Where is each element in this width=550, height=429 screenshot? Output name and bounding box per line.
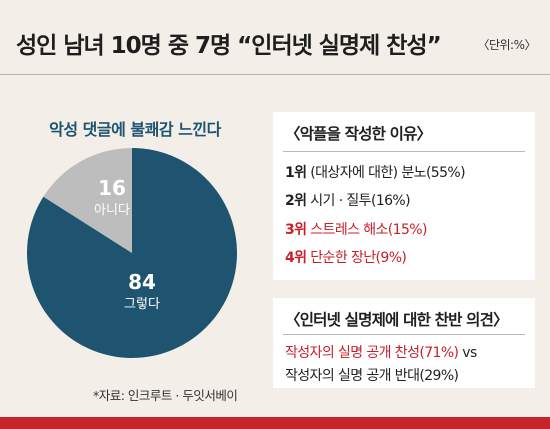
reason-item-3: 3위 스트레스 해소(15%) xyxy=(285,219,427,239)
reason-item-4: 4위 단순한 장난(9%) xyxy=(285,247,407,267)
bottom-accent-bar xyxy=(0,417,550,429)
opinion-panel: 〈인터넷 실명제에 대한 찬반 의견〉 작성자의 실명 공개 찬성(71%) v… xyxy=(273,298,535,388)
pie-value-label: 16 xyxy=(98,176,126,200)
pie-category-label: 아니다 xyxy=(94,203,130,218)
page-title: 성인 남녀 10명 중 7명 “인터넷 실명제 찬성” xyxy=(16,33,442,59)
opinion-agree: 작성자의 실명 공개 찬성(71%) xyxy=(285,345,459,361)
reasons-panel-title: 〈악플을 작성한 이유〉 xyxy=(285,125,432,143)
opinion-agree-row: 작성자의 실명 공개 찬성(71%) vs xyxy=(285,342,477,362)
title-divider xyxy=(0,74,550,75)
source-note: *자료: 인크루트 · 두잇서베이 xyxy=(93,388,238,403)
unit-label: 〈단위:%〉 xyxy=(477,38,536,52)
reason-text: 시기 · 질투(16%) xyxy=(310,193,410,209)
reason-text: 단순한 장난(9%) xyxy=(310,250,407,266)
pie-slice-아니다 xyxy=(43,148,133,253)
reason-text: 스트레스 해소(15%) xyxy=(310,222,427,238)
reason-rank: 4위 xyxy=(285,250,307,266)
reasons-panel-divider xyxy=(283,151,525,152)
opinion-vs: vs xyxy=(462,345,477,361)
pie-value-label: 84 xyxy=(128,270,156,294)
reason-item-2: 2위 시기 · 질투(16%) xyxy=(285,190,411,210)
reason-rank: 3위 xyxy=(285,222,307,238)
reason-item-1: 1위 (대상자에 대한) 분노(55%) xyxy=(285,162,466,182)
opinion-panel-title: 〈인터넷 실명제에 대한 찬반 의견〉 xyxy=(285,311,509,329)
reason-text: (대상자에 대한) 분노(55%) xyxy=(310,165,465,181)
reasons-panel: 〈악플을 작성한 이유〉 1위 (대상자에 대한) 분노(55%) 2위 시기 … xyxy=(273,112,535,280)
opinion-disagree: 작성자의 실명 공개 반대(29%) xyxy=(285,368,459,384)
pie-slice-그렇다 xyxy=(26,148,237,359)
pie-chart-title: 악성 댓글에 불쾌감 느낀다 xyxy=(49,120,221,139)
reason-rank: 2위 xyxy=(285,193,307,209)
opinion-panel-divider xyxy=(283,334,525,335)
reason-rank: 1위 xyxy=(285,165,307,181)
pie-category-label: 그렇다 xyxy=(124,297,160,312)
